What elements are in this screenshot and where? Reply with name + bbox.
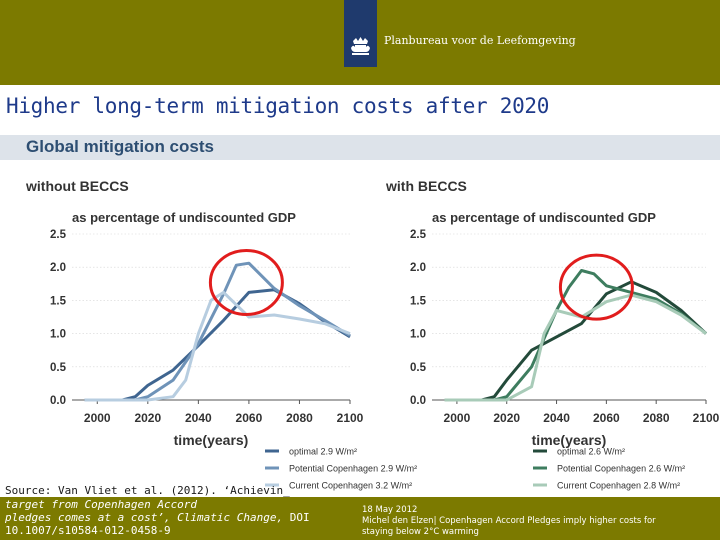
x-tick-label: 2040 [543, 411, 570, 425]
legend-label: Current Copenhagen 2.8 W/m² [557, 481, 680, 491]
x-axis-label: time(years) [174, 432, 249, 448]
series-line [444, 293, 707, 402]
highlight-circle [208, 248, 284, 316]
figure-title: Global mitigation costs [26, 137, 214, 156]
x-tick-label: 2020 [134, 411, 161, 425]
y-tick-label: 2.0 [50, 262, 66, 274]
series-line [444, 280, 708, 402]
x-tick-label: 2060 [236, 411, 263, 425]
x-tick-label: 2100 [337, 411, 364, 425]
source-line-2: target from Copenhagen Accord [5, 498, 198, 511]
highlight-circle [558, 253, 634, 321]
y-axis-label: as percentage of undiscounted GDP [72, 210, 296, 225]
panel-title: without BECCS [25, 178, 129, 194]
org-name: Planbureau voor de Leefomgeving [384, 34, 576, 47]
y-tick-label: 2.5 [50, 229, 67, 241]
footer-date: 18 May 2012 [362, 505, 418, 515]
y-tick-label: 0.5 [50, 362, 67, 374]
series-line [444, 269, 707, 402]
x-tick-label: 2000 [444, 411, 471, 425]
x-tick-label: 2080 [643, 411, 670, 425]
source-line-3-rest: DOI [283, 511, 310, 524]
y-tick-label: 1.0 [410, 329, 426, 341]
source-line-4: 10.1007/s10584-012-0458-9 [5, 524, 171, 537]
legend-label: Current Copenhagen 3.2 W/m² [289, 481, 412, 491]
x-tick-label: 2060 [593, 411, 620, 425]
source-citation: target from Copenhagen Accord pledges co… [5, 498, 350, 537]
logo-bar [344, 0, 377, 67]
charts-area: without BECCS as percentage of undiscount… [25, 178, 720, 491]
source-line-3: pledges comes at a cost’, Climatic Chang… [5, 511, 350, 524]
footer-credit: Michel den Elzen| Copenhagen Accord Pled… [362, 516, 656, 537]
slide-title: Higher long-term mitigation costs after … [6, 94, 550, 118]
series-line [84, 290, 351, 402]
figure-title-band [0, 135, 720, 160]
y-axis-label: as percentage of undiscounted GDP [432, 210, 656, 225]
y-tick-label: 1.5 [50, 295, 67, 307]
footer-band [0, 497, 720, 540]
y-tick-label: 1.5 [410, 295, 427, 307]
y-tick-label: 2.5 [410, 229, 427, 241]
source-line-1: Source: Van Vliet et al. (2012). ‘Achiev… [5, 484, 290, 497]
y-tick-label: 2.0 [410, 262, 426, 274]
legend-label: Potential Copenhagen 2.6 W/m² [557, 464, 685, 474]
y-tick-label: 0.0 [410, 395, 426, 407]
crest-icon [351, 37, 370, 55]
legend-label: optimal 2.9 W/m² [289, 447, 357, 457]
panel-title: with BECCS [385, 178, 467, 194]
source-line-3-italic: pledges comes at a cost’, Climatic Chang… [5, 511, 284, 524]
y-tick-label: 0.0 [50, 395, 66, 407]
x-tick-label: 2020 [493, 411, 520, 425]
y-tick-label: 1.0 [50, 329, 66, 341]
x-tick-label: 2040 [185, 411, 212, 425]
y-tick-label: 0.5 [410, 362, 427, 374]
legend-label: optimal 2.6 W/m² [557, 447, 625, 457]
x-tick-label: 2080 [286, 411, 313, 425]
x-tick-label: 2100 [693, 411, 720, 425]
x-tick-label: 2000 [84, 411, 111, 425]
legend-label: Potential Copenhagen 2.9 W/m² [289, 464, 417, 474]
x-axis-label: time(years) [532, 432, 607, 448]
series-line [84, 261, 351, 402]
